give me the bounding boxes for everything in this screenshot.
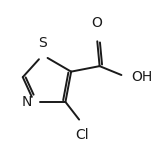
Text: OH: OH xyxy=(131,70,152,84)
Text: S: S xyxy=(38,36,47,50)
Text: N: N xyxy=(22,95,32,109)
Text: O: O xyxy=(91,16,102,30)
Text: Cl: Cl xyxy=(76,128,89,142)
